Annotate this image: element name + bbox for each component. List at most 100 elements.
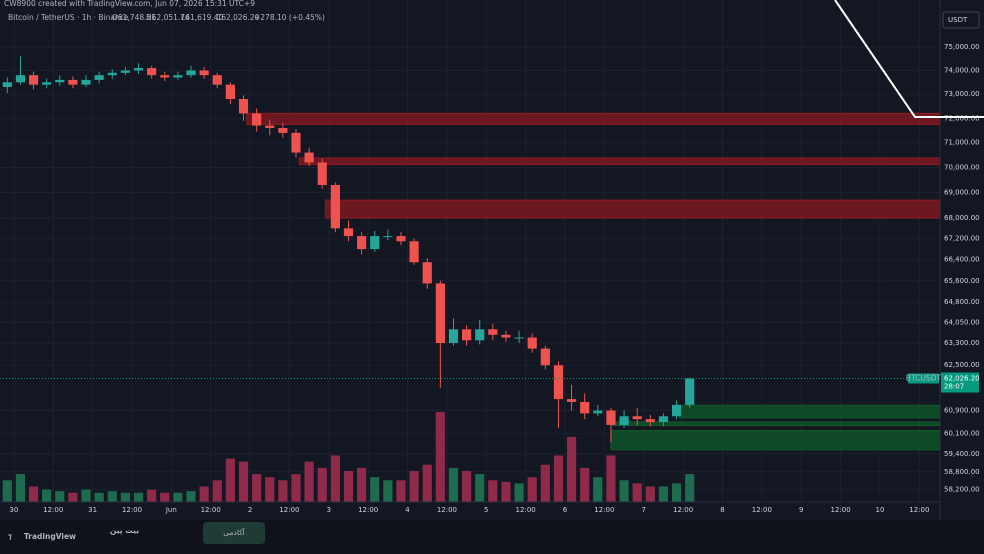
volume-bar <box>42 489 52 502</box>
watermark-tag-box <box>203 522 265 544</box>
ohlc-high: H62,051.74 <box>146 13 190 22</box>
symbol-tag: BTCUSDT <box>906 374 942 383</box>
volume-bar <box>186 491 196 502</box>
candle-body <box>580 401 590 414</box>
volume-bar <box>527 477 537 502</box>
y-tick-label: 73,000.00 <box>944 90 980 98</box>
currency-box[interactable] <box>942 11 980 29</box>
candle-body <box>619 416 629 425</box>
candle-body <box>15 75 26 83</box>
volume-bar <box>462 470 472 502</box>
volume-bar <box>238 461 249 502</box>
volume-bar <box>488 480 498 502</box>
zone <box>324 199 941 219</box>
last-price-box <box>941 372 979 393</box>
countdown: 28:07 <box>944 383 964 391</box>
volume-bar <box>94 492 104 502</box>
y-tick-label: 74,000.00 <box>944 66 980 74</box>
volume-bar <box>370 477 380 502</box>
volume-bar <box>606 455 616 502</box>
candle-body <box>212 75 222 85</box>
candle-body <box>632 416 642 420</box>
candle-body <box>160 75 170 78</box>
brand: TradingView <box>24 532 76 541</box>
candle-body <box>435 283 445 344</box>
candle-body <box>370 236 380 250</box>
candle-body <box>107 72 117 76</box>
candle-body <box>252 113 262 126</box>
candle-body <box>291 132 301 153</box>
y-tick-label: 66,400.00 <box>944 256 980 264</box>
y-tick-label: 62,500.00 <box>944 361 980 369</box>
watermark-tag: آکادمی <box>223 527 245 537</box>
x-tick-label: 12:00 <box>437 506 457 514</box>
candle-body <box>55 79 65 83</box>
candle-body <box>488 329 498 335</box>
volume-bar <box>2 480 12 502</box>
x-tick-label: 6 <box>563 506 568 514</box>
y-tick-label: 69,000.00 <box>944 189 980 197</box>
volume-bar <box>81 489 91 502</box>
volume-bar <box>199 486 209 502</box>
x-tick-label: 12:00 <box>279 506 299 514</box>
candle-body <box>685 378 695 405</box>
x-tick-label: 3 <box>327 506 331 514</box>
ohlc-open: O61,748.11 <box>112 13 156 22</box>
volume-bar <box>68 492 78 502</box>
volume-bar <box>173 492 183 502</box>
candle-body <box>566 399 577 402</box>
candle-body <box>475 329 485 341</box>
volume-bar <box>422 464 432 502</box>
zone <box>610 430 941 451</box>
x-tick-label: 9 <box>799 506 803 514</box>
volume-bar <box>409 470 419 502</box>
volume-bar <box>396 480 406 502</box>
last-price-label: 62,026.20 <box>944 375 980 383</box>
x-tick-label: 4 <box>405 506 410 514</box>
x-tick-label: 30 <box>9 506 18 514</box>
x-tick-label: Jun <box>165 506 177 514</box>
candle-body <box>317 162 327 185</box>
volume-bar <box>435 412 445 502</box>
candle-body <box>396 236 406 242</box>
candle-body <box>422 262 432 284</box>
volume-bar <box>593 477 603 502</box>
y-tick-label: 60,100.00 <box>944 430 980 438</box>
volume-bar <box>55 491 65 502</box>
x-tick-label: 10 <box>876 506 885 514</box>
candle-body <box>606 410 616 425</box>
y-tick-label: 58,800.00 <box>944 468 980 476</box>
volume-bar <box>501 481 511 502</box>
volume-bar <box>619 480 629 502</box>
trend-drawing <box>834 0 984 118</box>
candle-body <box>2 82 12 88</box>
candle-body <box>147 68 157 76</box>
footer-bar <box>0 520 984 554</box>
x-tick-label: 2 <box>248 506 252 514</box>
y-tick-label: 58,200.00 <box>944 486 980 494</box>
candle-body <box>238 98 249 114</box>
credit: CW8900 created with TradingView.com, Jun… <box>4 0 255 8</box>
volume-bar <box>225 458 235 502</box>
volume-bar <box>278 480 288 502</box>
ohlc-change: +278.10 (+0.45%) <box>254 13 325 22</box>
tv-logo-mark: ⁊ <box>8 532 12 541</box>
ohlc-close: C62,026.20 <box>216 13 260 22</box>
volume-bar <box>147 489 157 502</box>
candle-body <box>540 348 550 366</box>
candle-body <box>265 125 275 128</box>
candle-body <box>553 365 564 400</box>
volume-bar <box>553 455 564 502</box>
volume-bar <box>514 483 524 502</box>
volume-bar <box>632 483 642 502</box>
zone <box>679 404 941 419</box>
volume-bar <box>107 491 117 502</box>
candle-body <box>514 337 524 339</box>
volume-bar <box>265 477 275 502</box>
volume-bar <box>212 480 222 502</box>
volume-bar <box>566 436 577 502</box>
x-tick-label: 12:00 <box>122 506 142 514</box>
candle-body <box>42 82 52 85</box>
symbol-tag-box <box>908 373 939 384</box>
